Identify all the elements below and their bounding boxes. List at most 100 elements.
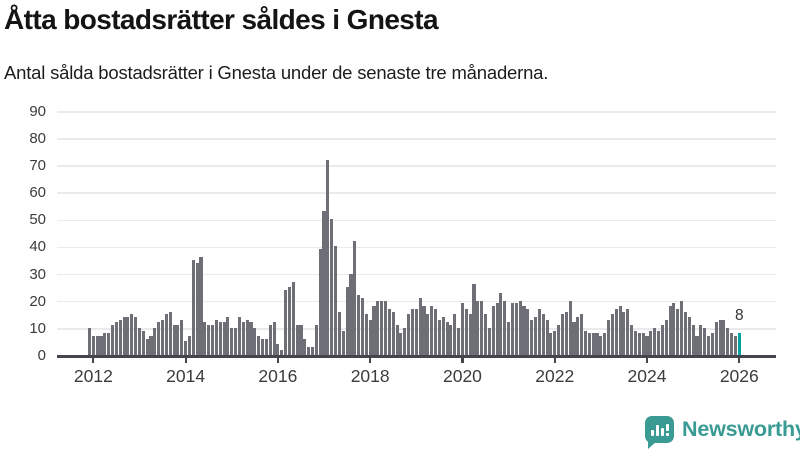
bar [264, 338, 268, 355]
bar [95, 336, 99, 355]
bar [337, 311, 341, 355]
bar [610, 314, 614, 355]
bar [599, 336, 603, 355]
x-axis-tick [92, 357, 95, 363]
bar [449, 325, 453, 355]
bar [564, 311, 568, 355]
bar [468, 314, 472, 355]
bar [476, 300, 480, 355]
bar [230, 327, 234, 355]
bar [168, 311, 172, 355]
bar [572, 322, 576, 355]
newsworthy-logo-text: Newsworthy [682, 416, 800, 441]
y-axis-tick-label: 50 [29, 211, 46, 229]
bar [626, 308, 630, 355]
x-axis-tick-label: 2014 [166, 366, 206, 386]
bar [480, 300, 484, 355]
bar [299, 325, 303, 355]
bar [153, 327, 157, 355]
bar [195, 262, 199, 355]
x-axis-tick-label: 2020 [442, 366, 482, 386]
bar [603, 333, 607, 355]
bar [326, 159, 330, 355]
bar [695, 336, 699, 355]
bar [226, 317, 230, 355]
bar [491, 306, 495, 355]
y-gridline [57, 246, 776, 249]
bar [145, 338, 149, 355]
bar [360, 298, 365, 355]
bar [291, 281, 295, 355]
bar [384, 300, 388, 355]
bar [583, 330, 588, 355]
bar [706, 336, 711, 355]
bar [726, 327, 730, 355]
bar [533, 317, 538, 355]
bar [622, 311, 626, 355]
bar [241, 322, 245, 355]
bar [410, 308, 415, 355]
bar [676, 308, 680, 355]
y-axis-tick-label: 10 [29, 319, 46, 337]
x-axis-tick [184, 357, 187, 363]
y-gridline [57, 300, 776, 303]
bar [637, 333, 641, 355]
bar [560, 314, 564, 355]
y-gridline [57, 219, 776, 222]
bar [130, 314, 134, 355]
bar [510, 303, 514, 355]
bar [683, 311, 688, 355]
bar [222, 322, 226, 355]
bar [472, 284, 476, 355]
bar [137, 327, 142, 355]
bar [460, 303, 464, 355]
y-axis-tick-label: 90 [29, 102, 46, 120]
x-axis-tick-label: 2024 [627, 366, 667, 386]
bar [633, 330, 638, 355]
bar [614, 308, 618, 355]
bar [357, 295, 361, 355]
bar [495, 303, 499, 355]
bar [660, 325, 664, 355]
bar [457, 327, 461, 355]
highlight-bar [737, 333, 741, 355]
bar [295, 325, 299, 355]
bar [141, 330, 145, 355]
bar [107, 333, 111, 355]
highlight-value-label: 8 [734, 307, 744, 325]
bar [668, 306, 672, 355]
bar [537, 308, 541, 355]
bar [99, 336, 103, 355]
bar [545, 319, 549, 355]
bar [149, 336, 153, 355]
bar [733, 336, 737, 355]
bar [664, 319, 668, 355]
newsworthy-logo[interactable]: Newsworthy [645, 413, 800, 449]
x-axis-tick-label: 2018 [350, 366, 390, 386]
bar [703, 327, 707, 355]
bar [680, 300, 684, 355]
bar [310, 346, 315, 355]
bar [349, 273, 353, 355]
bar [353, 241, 357, 355]
bar [234, 327, 238, 355]
bar [372, 306, 376, 355]
x-axis-tick-label: 2016 [258, 366, 298, 386]
y-gridline [57, 165, 776, 167]
bar [276, 344, 280, 355]
bar [164, 314, 168, 355]
bar [430, 306, 434, 355]
bar [499, 292, 503, 355]
bar [641, 333, 645, 355]
bar [568, 300, 572, 355]
bar [487, 327, 491, 355]
bar [253, 327, 257, 355]
bar [672, 303, 676, 355]
bar [710, 333, 714, 355]
bar [387, 308, 391, 355]
bar [522, 306, 526, 355]
bar [161, 319, 165, 355]
bar [114, 322, 118, 355]
bar [268, 325, 272, 355]
bar [399, 333, 403, 355]
